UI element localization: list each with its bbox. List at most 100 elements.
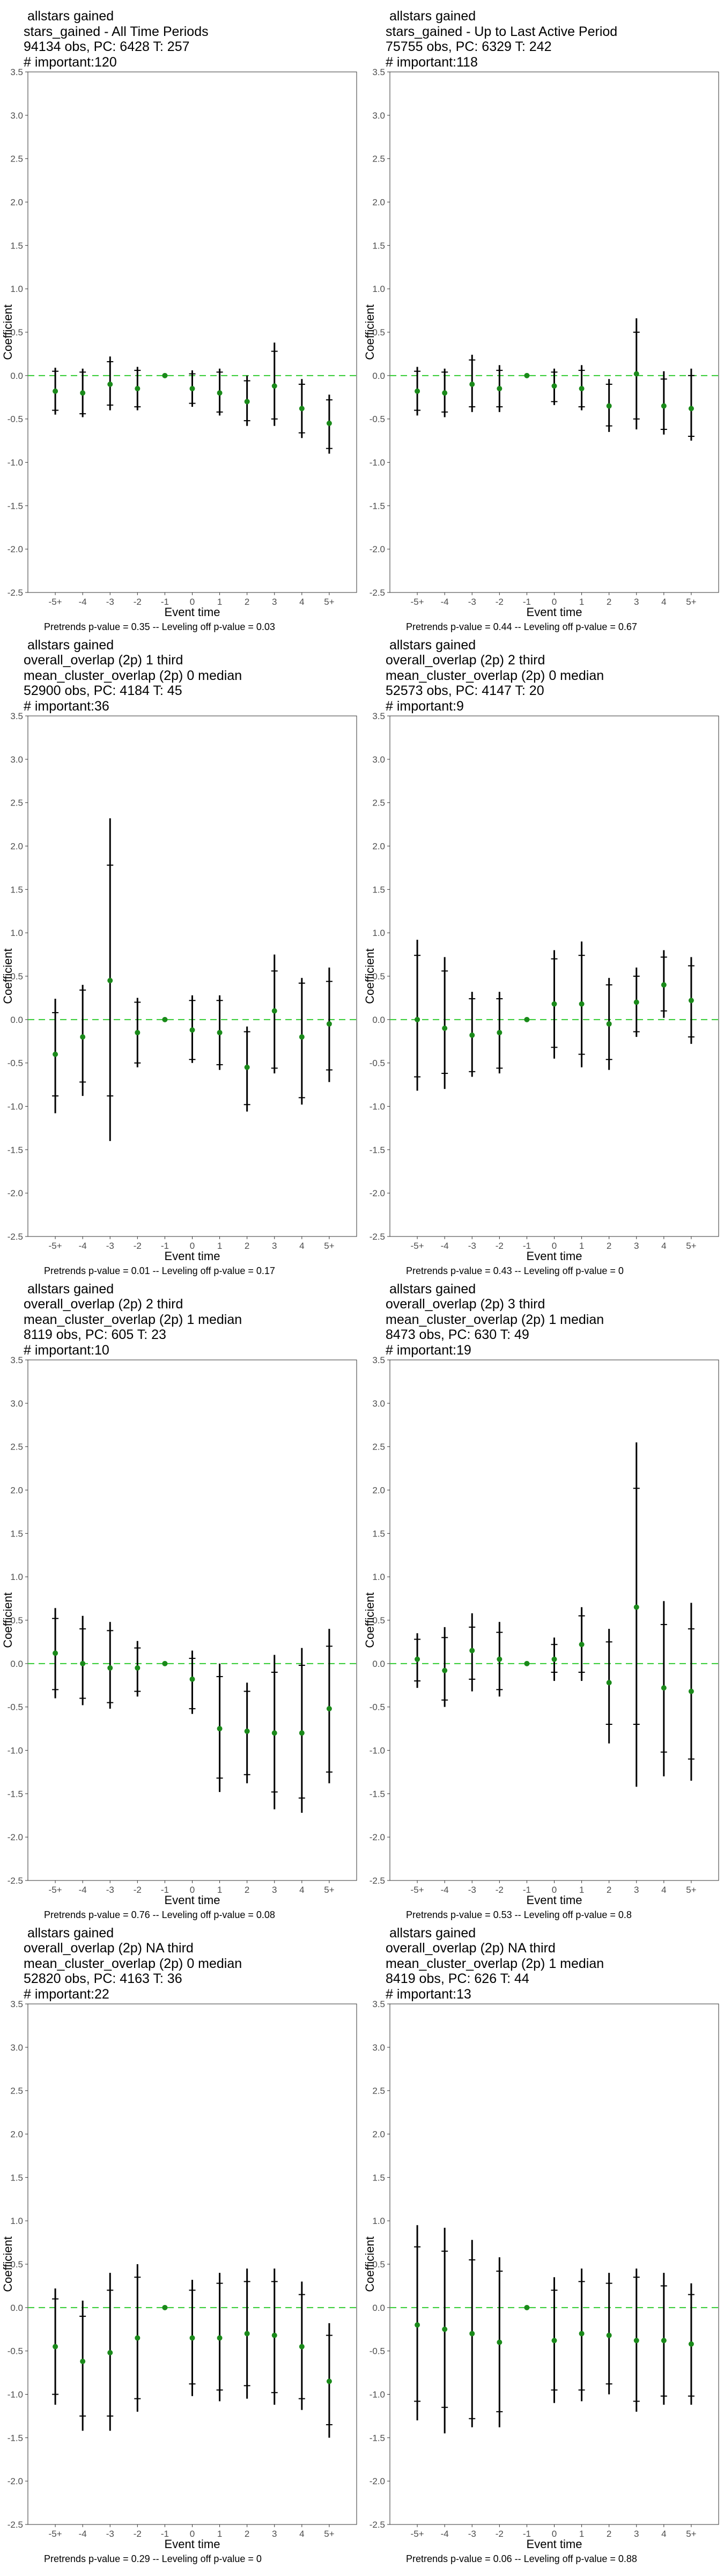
point-estimate	[189, 1027, 195, 1033]
x-tick-label: -4	[79, 2529, 87, 2539]
y-tick-label: 1.0	[10, 1572, 23, 1582]
data-point-4	[298, 2281, 305, 2410]
data-point-1	[578, 1607, 585, 1681]
y-tick-label: 3.5	[10, 1355, 23, 1365]
data-point-4	[298, 978, 305, 1105]
y-tick-label: -2.0	[8, 1832, 23, 1842]
plot-area: -2.5 -2.0 -1.5 -1.0 -0.5 0.0 0.5 1.0 1.5 2.0 2.5 3.…	[1, 67, 357, 617]
data-point-2	[243, 1026, 250, 1112]
x-tick-label: -5+	[49, 2529, 62, 2539]
data-point--3	[469, 992, 476, 1077]
title-line: overall_overlap (2p) 1 third	[24, 653, 183, 668]
y-tick-label: -2.5	[8, 1876, 23, 1886]
x-tick-label: 2	[245, 2529, 249, 2539]
y-tick-label: -2.5	[370, 1232, 385, 1242]
title-line: 8119 obs, PC: 605 T: 23	[24, 1327, 166, 1342]
y-tick-label: 1.5	[10, 884, 23, 895]
point-estimate	[633, 371, 639, 377]
x-tick-label: 0	[190, 597, 195, 607]
chart-title: allstars gained stars_gained - Up to Last…	[386, 9, 617, 70]
y-tick-label: 1.5	[10, 2172, 23, 2183]
data-point--3	[469, 2240, 476, 2427]
y-tick-label: -0.5	[370, 1058, 385, 1069]
y-tick-label: 2.5	[10, 1442, 23, 1452]
point-estimate	[162, 1660, 168, 1666]
x-tick-label: -1	[161, 2529, 169, 2539]
chart-panel: allstars gained stars_gained - Up to Last…	[362, 0, 724, 644]
point-estimate	[244, 1064, 250, 1070]
y-tick-label: 0.0	[10, 371, 23, 381]
point-estimate	[661, 1685, 667, 1691]
x-tick-label: -2	[134, 1885, 142, 1895]
x-tick-label: -3	[468, 597, 476, 607]
title-line: overall_overlap (2p) 3 third	[386, 1297, 545, 1312]
title-line: # important:19	[386, 1342, 471, 1358]
y-tick-label: -0.5	[8, 1702, 23, 1713]
x-tick-label: 1	[579, 2529, 584, 2539]
y-tick-label: -2.5	[8, 2520, 23, 2530]
y-tick-label: -2.5	[370, 2520, 385, 2530]
x-tick-label: -3	[106, 1885, 114, 1895]
point-estimate	[551, 2338, 557, 2344]
point-estimate	[497, 1656, 503, 1662]
point-estimate	[189, 2335, 195, 2341]
x-tick-label: -5+	[411, 597, 424, 607]
point-estimate	[469, 1648, 475, 1653]
title-line: stars_gained - Up to Last Active Period	[386, 24, 618, 39]
point-estimate	[688, 1688, 694, 1694]
y-tick-label: 2.0	[372, 2129, 385, 2140]
plot-frame	[27, 71, 357, 593]
y-tick-label: 3.0	[10, 2043, 23, 2053]
data-point-0	[189, 2280, 196, 2396]
title-line: mean_cluster_overlap (2p) 0 median	[24, 1956, 242, 1971]
y-tick-label: 3.5	[372, 1355, 385, 1365]
data-point--4	[79, 368, 86, 418]
y-tick-label: 3.5	[372, 1999, 385, 2009]
title-line: allstars gained	[386, 1281, 476, 1297]
y-tick-label: 3.0	[372, 1399, 385, 1409]
data-point-3	[633, 2268, 640, 2412]
point-estimate	[326, 1706, 332, 1711]
x-tick-label: 5+	[324, 597, 334, 607]
y-tick-label: 3.0	[10, 111, 23, 121]
y-tick-label: 0.5	[372, 1615, 385, 1626]
x-tick-label: -4	[441, 597, 449, 607]
chart-title: allstars gained overall_overlap (2p) 2 th…	[386, 638, 604, 714]
x-tick-label: -5+	[411, 2529, 424, 2539]
data-point--2	[134, 367, 141, 411]
point-estimate	[497, 1030, 503, 1036]
chart-title: allstars gained overall_overlap (2p) 3 th…	[386, 1282, 604, 1358]
y-tick-label: 0.0	[372, 1659, 385, 1669]
point-estimate	[189, 1676, 195, 1682]
data-point-4	[660, 950, 667, 1018]
plot-frame	[389, 71, 719, 593]
y-tick-label: 1.5	[10, 1528, 23, 1539]
y-tick-label: -2.0	[370, 1188, 385, 1198]
plot-frame	[389, 1359, 719, 1881]
x-tick-label: 3	[634, 597, 639, 607]
data-point--5+	[52, 999, 59, 1114]
point-estimate	[442, 390, 448, 396]
data-point-5+	[688, 2283, 695, 2405]
y-tick-label: -1.0	[370, 1746, 385, 1756]
x-tick-label: -2	[134, 597, 142, 607]
x-tick-label: 0	[190, 1885, 195, 1895]
p-value-footnote: Pretrends p-value = 0.53 -- Leveling off…	[406, 1909, 632, 1920]
y-tick-label: -2.0	[8, 2476, 23, 2486]
data-point--3	[107, 356, 114, 411]
title-line: overall_overlap (2p) NA third	[386, 1941, 556, 1956]
data-point--4	[79, 1615, 86, 1706]
data-point-5+	[688, 368, 695, 441]
y-tick-label: -1.5	[8, 2433, 23, 2443]
data-point-1	[216, 1663, 223, 1792]
point-estimate	[107, 1665, 113, 1671]
x-tick-label: -4	[441, 2529, 449, 2539]
y-axis-label: Coefficient	[363, 304, 376, 360]
y-axis-label: Coefficient	[1, 948, 14, 1004]
plot-frame	[389, 2003, 719, 2525]
y-tick-label: 3.5	[10, 711, 23, 721]
data-point--4	[441, 368, 448, 418]
data-point-3	[271, 954, 278, 1074]
title-line: overall_overlap (2p) 2 third	[386, 653, 545, 668]
data-point--1	[162, 1660, 168, 1666]
